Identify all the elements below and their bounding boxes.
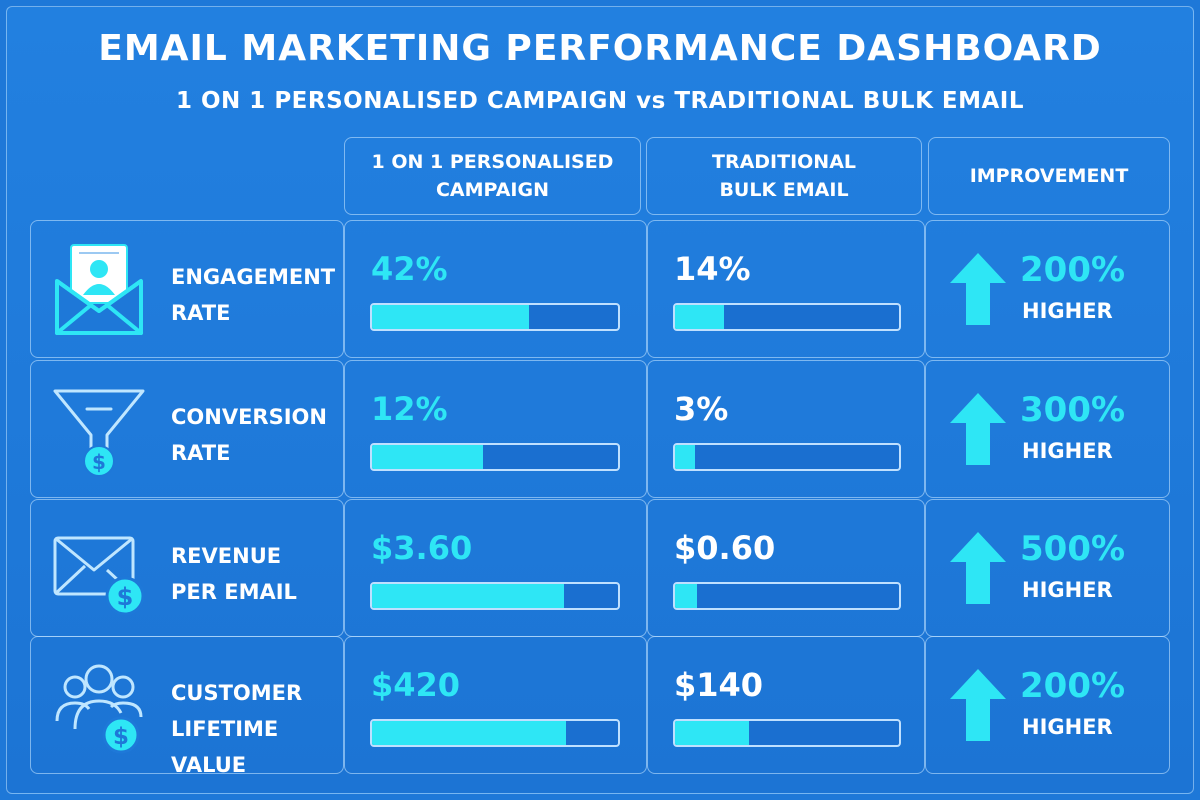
personalised-bar-fill [372,584,564,608]
personalised-bar-track [370,303,620,331]
improvement-label: HIGHER [1022,299,1113,323]
traditional-bar-track [673,582,901,610]
personalised-bar-track [370,719,620,747]
metric-row-lifetime-value: $ CUSTOMER LIFETIME VALUE $420 $140 200%… [30,636,1170,777]
traditional-cell: 3% [647,360,925,498]
personalised-bar-fill [372,721,567,745]
column-header-personalised-line2: CAMPAIGN [435,179,549,201]
metric-row-revenue: $ REVENUE PER EMAIL $3.60 $0.60 500% HIG… [30,499,1170,639]
page-title: EMAIL MARKETING PERFORMANCE DASHBOARD [98,28,1102,69]
traditional-value: $140 [674,666,764,704]
metric-row-conversion: $ CONVERSION RATE 12% 3% 300% HIGHER [30,360,1170,500]
column-header-traditional-line1: TRADITIONAL [711,151,857,173]
personalised-cell: $3.60 [344,499,647,637]
personalised-value: 12% [371,390,448,428]
metric-row-engagement: ENGAGEMENT RATE 42% 14% 200% HIGHER [30,220,1170,360]
personalised-cell: 12% [344,360,647,498]
metric-label: REVENUE PER EMAIL [171,538,341,610]
improvement-cell: 300% HIGHER [925,360,1170,498]
improvement-label: HIGHER [1022,578,1113,602]
arrow-up-icon [950,532,1006,604]
page-subtitle: 1 ON 1 PERSONALISED CAMPAIGN vs TRADITIO… [175,88,1025,114]
column-header-improvement-label: IMPROVEMENT [969,165,1129,187]
personalised-value: $3.60 [371,529,473,567]
funnel-dollar-icon: $ [53,389,145,477]
column-header-traditional-line2: BULK EMAIL [719,179,849,201]
improvement-value: 300% [1020,390,1126,430]
personalised-cell: 42% [344,220,647,358]
metric-cell: ENGAGEMENT RATE [30,220,344,358]
personalised-bar-fill [372,305,530,329]
traditional-bar-fill [675,445,696,469]
arrow-up-icon [950,669,1006,741]
metric-label: CONVERSION RATE [171,399,341,471]
metric-cell: $ CUSTOMER LIFETIME VALUE [30,636,344,777]
metric-label: CUSTOMER LIFETIME VALUE [171,675,341,783]
metric-label-line1: CONVERSION [171,405,327,429]
arrow-up-icon [950,253,1006,325]
personalised-bar-track [370,443,620,471]
svg-text:$: $ [92,450,106,474]
personalised-value: $420 [371,666,461,704]
traditional-cell: $0.60 [647,499,925,637]
personalised-bar-fill [372,445,483,469]
envelope-profile-icon [55,244,143,335]
personalised-cell: $420 [344,636,647,774]
traditional-bar-track [673,443,901,471]
personalised-bar-track [370,582,620,610]
traditional-cell: $140 [647,636,925,774]
improvement-cell: 200% HIGHER [925,220,1170,358]
improvement-value: 200% [1020,250,1126,290]
traditional-value: 3% [674,390,729,428]
metric-label-line2: PER EMAIL [171,580,297,604]
metric-label-line1: CUSTOMER [171,681,303,705]
metric-cell: $ REVENUE PER EMAIL [30,499,344,637]
arrow-up-icon [950,393,1006,465]
traditional-value: 14% [674,250,751,288]
column-header-improvement: IMPROVEMENT [928,137,1170,215]
metric-label: ENGAGEMENT RATE [171,259,341,331]
metric-label-line2: LIFETIME VALUE [171,717,279,777]
improvement-label: HIGHER [1022,439,1113,463]
svg-text:$: $ [117,583,134,611]
personalised-value: 42% [371,250,448,288]
customers-dollar-icon: $ [55,664,143,754]
metric-label-line1: ENGAGEMENT [171,265,336,289]
traditional-bar-track [673,303,901,331]
improvement-cell: 500% HIGHER [925,499,1170,637]
traditional-bar-fill [675,584,698,608]
metric-cell: $ CONVERSION RATE [30,360,344,498]
metric-label-line2: RATE [171,441,231,465]
traditional-bar-fill [675,721,749,745]
metric-label-line1: REVENUE [171,544,282,568]
column-header-personalised-line1: 1 ON 1 PERSONALISED [371,151,614,173]
column-header-personalised: 1 ON 1 PERSONALISED CAMPAIGN [344,137,641,215]
improvement-value: 200% [1020,666,1126,706]
column-header-traditional: TRADITIONAL BULK EMAIL [646,137,922,215]
envelope-dollar-icon: $ [53,536,145,616]
traditional-value: $0.60 [674,529,776,567]
traditional-cell: 14% [647,220,925,358]
metric-label-line2: RATE [171,301,231,325]
improvement-label: HIGHER [1022,715,1113,739]
traditional-bar-track [673,719,901,747]
traditional-bar-fill [675,305,725,329]
improvement-value: 500% [1020,529,1126,569]
svg-text:$: $ [113,724,129,750]
improvement-cell: 200% HIGHER [925,636,1170,774]
